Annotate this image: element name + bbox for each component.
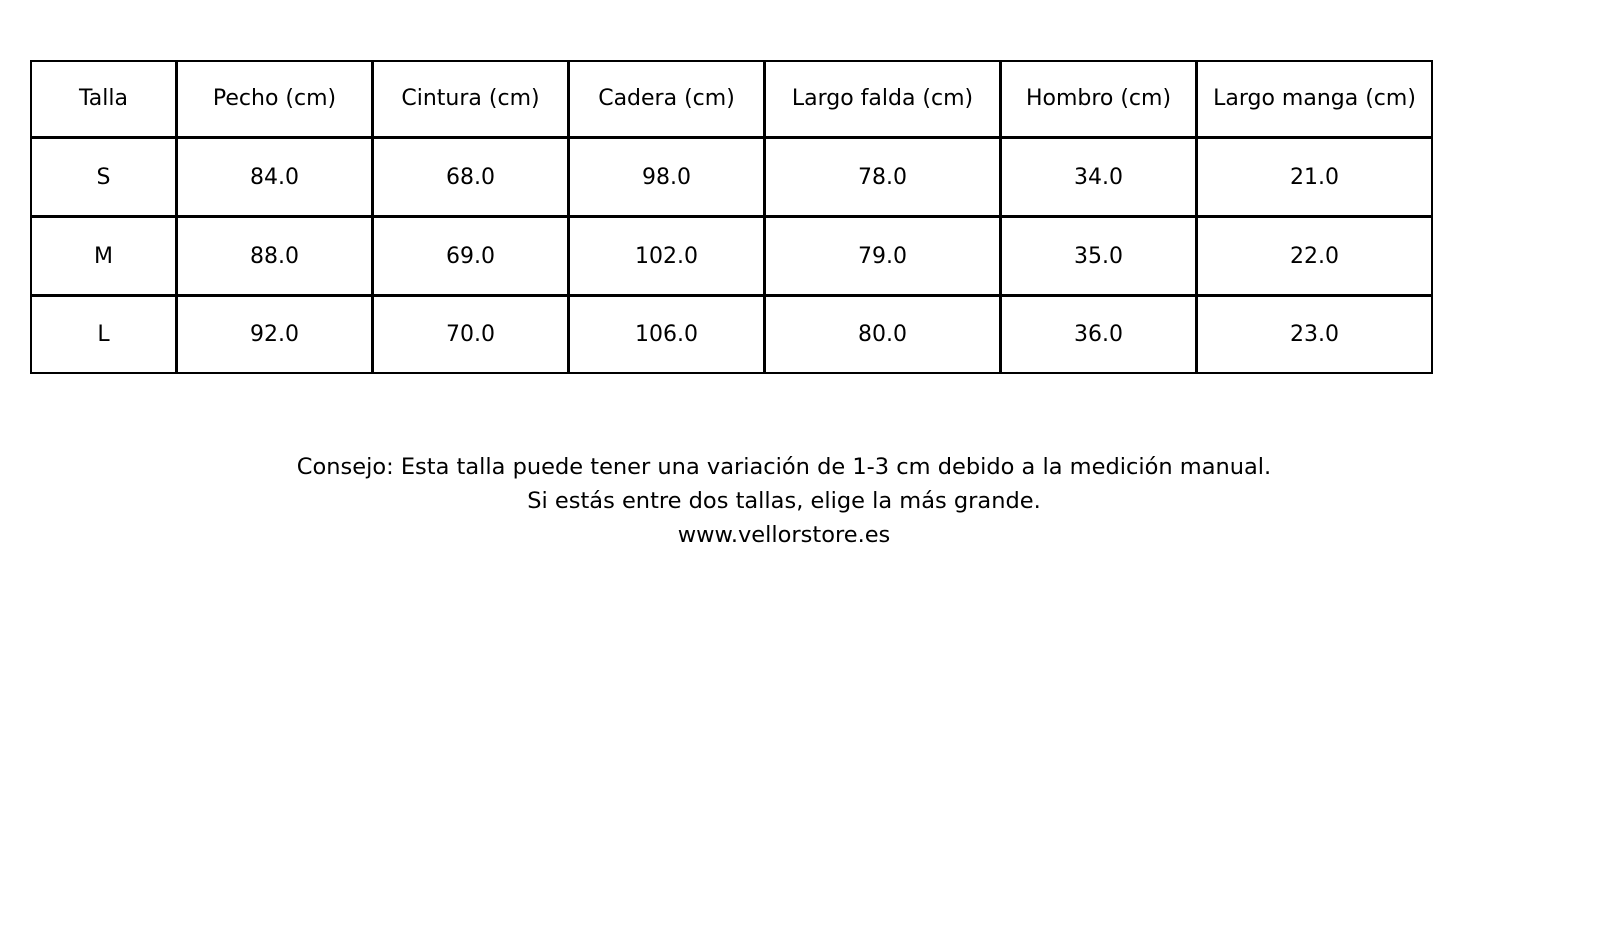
table-cell: 98.0 [568, 137, 765, 217]
table-cell: 21.0 [1196, 137, 1433, 217]
table-cell: 22.0 [1196, 216, 1433, 296]
table-cell: 102.0 [568, 216, 765, 296]
header-cell: Hombro (cm) [1000, 60, 1197, 138]
header-cell: Pecho (cm) [176, 60, 373, 138]
table-cell: L [30, 295, 177, 374]
table-cell: 88.0 [176, 216, 373, 296]
table-cell: 80.0 [764, 295, 1001, 374]
table-cell: 70.0 [372, 295, 569, 374]
table-cell: 23.0 [1196, 295, 1433, 374]
table-cell: 79.0 [764, 216, 1001, 296]
header-cell: Talla [30, 60, 177, 138]
advice-line: Consejo: Esta talla puede tener una vari… [296, 454, 1272, 480]
table-cell: 68.0 [372, 137, 569, 217]
header-cell: Cintura (cm) [372, 60, 569, 138]
advice-line: Si estás entre dos tallas, elige la más … [527, 488, 1041, 514]
table-cell: 34.0 [1000, 137, 1197, 217]
table-cell: 78.0 [764, 137, 1001, 217]
table-cell: 92.0 [176, 295, 373, 374]
header-cell: Largo manga (cm) [1196, 60, 1433, 138]
header-cell: Largo falda (cm) [764, 60, 1001, 138]
table-cell: M [30, 216, 177, 296]
table-cell: 106.0 [568, 295, 765, 374]
size-advice-note: Consejo: Esta talla puede tener una vari… [0, 450, 1568, 552]
table-cell: 35.0 [1000, 216, 1197, 296]
table-cell: 36.0 [1000, 295, 1197, 374]
header-cell: Cadera (cm) [568, 60, 765, 138]
table-cell: 84.0 [176, 137, 373, 217]
store-url: www.vellorstore.es [677, 522, 891, 548]
table-cell: S [30, 137, 177, 217]
table-cell: 69.0 [372, 216, 569, 296]
